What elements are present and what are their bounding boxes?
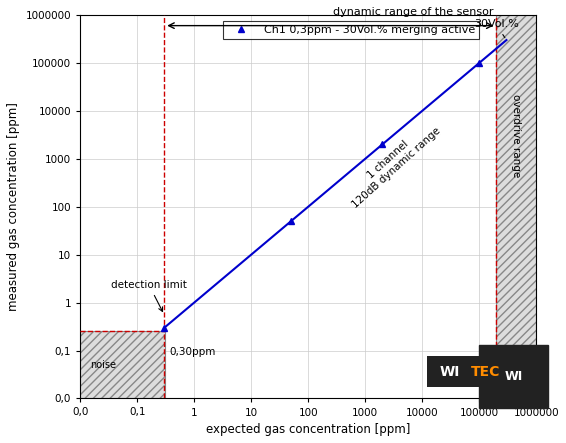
FancyBboxPatch shape: [427, 356, 509, 387]
Text: TEC: TEC: [471, 365, 500, 379]
Text: 30Vol.%: 30Vol.%: [474, 19, 518, 38]
Ch1 0,3ppm - 30Vol.% merging active: [288, 218, 294, 224]
Legend: Ch1 0,3ppm - 30Vol.% merging active: Ch1 0,3ppm - 30Vol.% merging active: [222, 20, 479, 39]
Text: WI: WI: [440, 365, 460, 379]
Text: noise: noise: [90, 360, 116, 369]
Text: 1 channel
120dB dynamic range: 1 channel 120dB dynamic range: [342, 117, 443, 210]
Text: dynamic range of the sensor: dynamic range of the sensor: [333, 7, 494, 17]
Text: 0,30ppm: 0,30ppm: [169, 347, 215, 357]
Text: WI: WI: [504, 370, 522, 383]
Text: overdrive range: overdrive range: [512, 94, 521, 178]
Text: detection limit: detection limit: [111, 280, 187, 311]
Y-axis label: measured gas concentration [ppm]: measured gas concentration [ppm]: [7, 102, 20, 311]
X-axis label: expected gas concentration [ppm]: expected gas concentration [ppm]: [206, 423, 410, 436]
Line: Ch1 0,3ppm - 30Vol.% merging active: Ch1 0,3ppm - 30Vol.% merging active: [161, 59, 483, 331]
Bar: [80, 330, 165, 398]
Ch1 0,3ppm - 30Vol.% merging active: [379, 142, 386, 147]
Bar: [496, 15, 536, 398]
Ch1 0,3ppm - 30Vol.% merging active: [161, 325, 168, 330]
Ch1 0,3ppm - 30Vol.% merging active: [476, 60, 483, 66]
